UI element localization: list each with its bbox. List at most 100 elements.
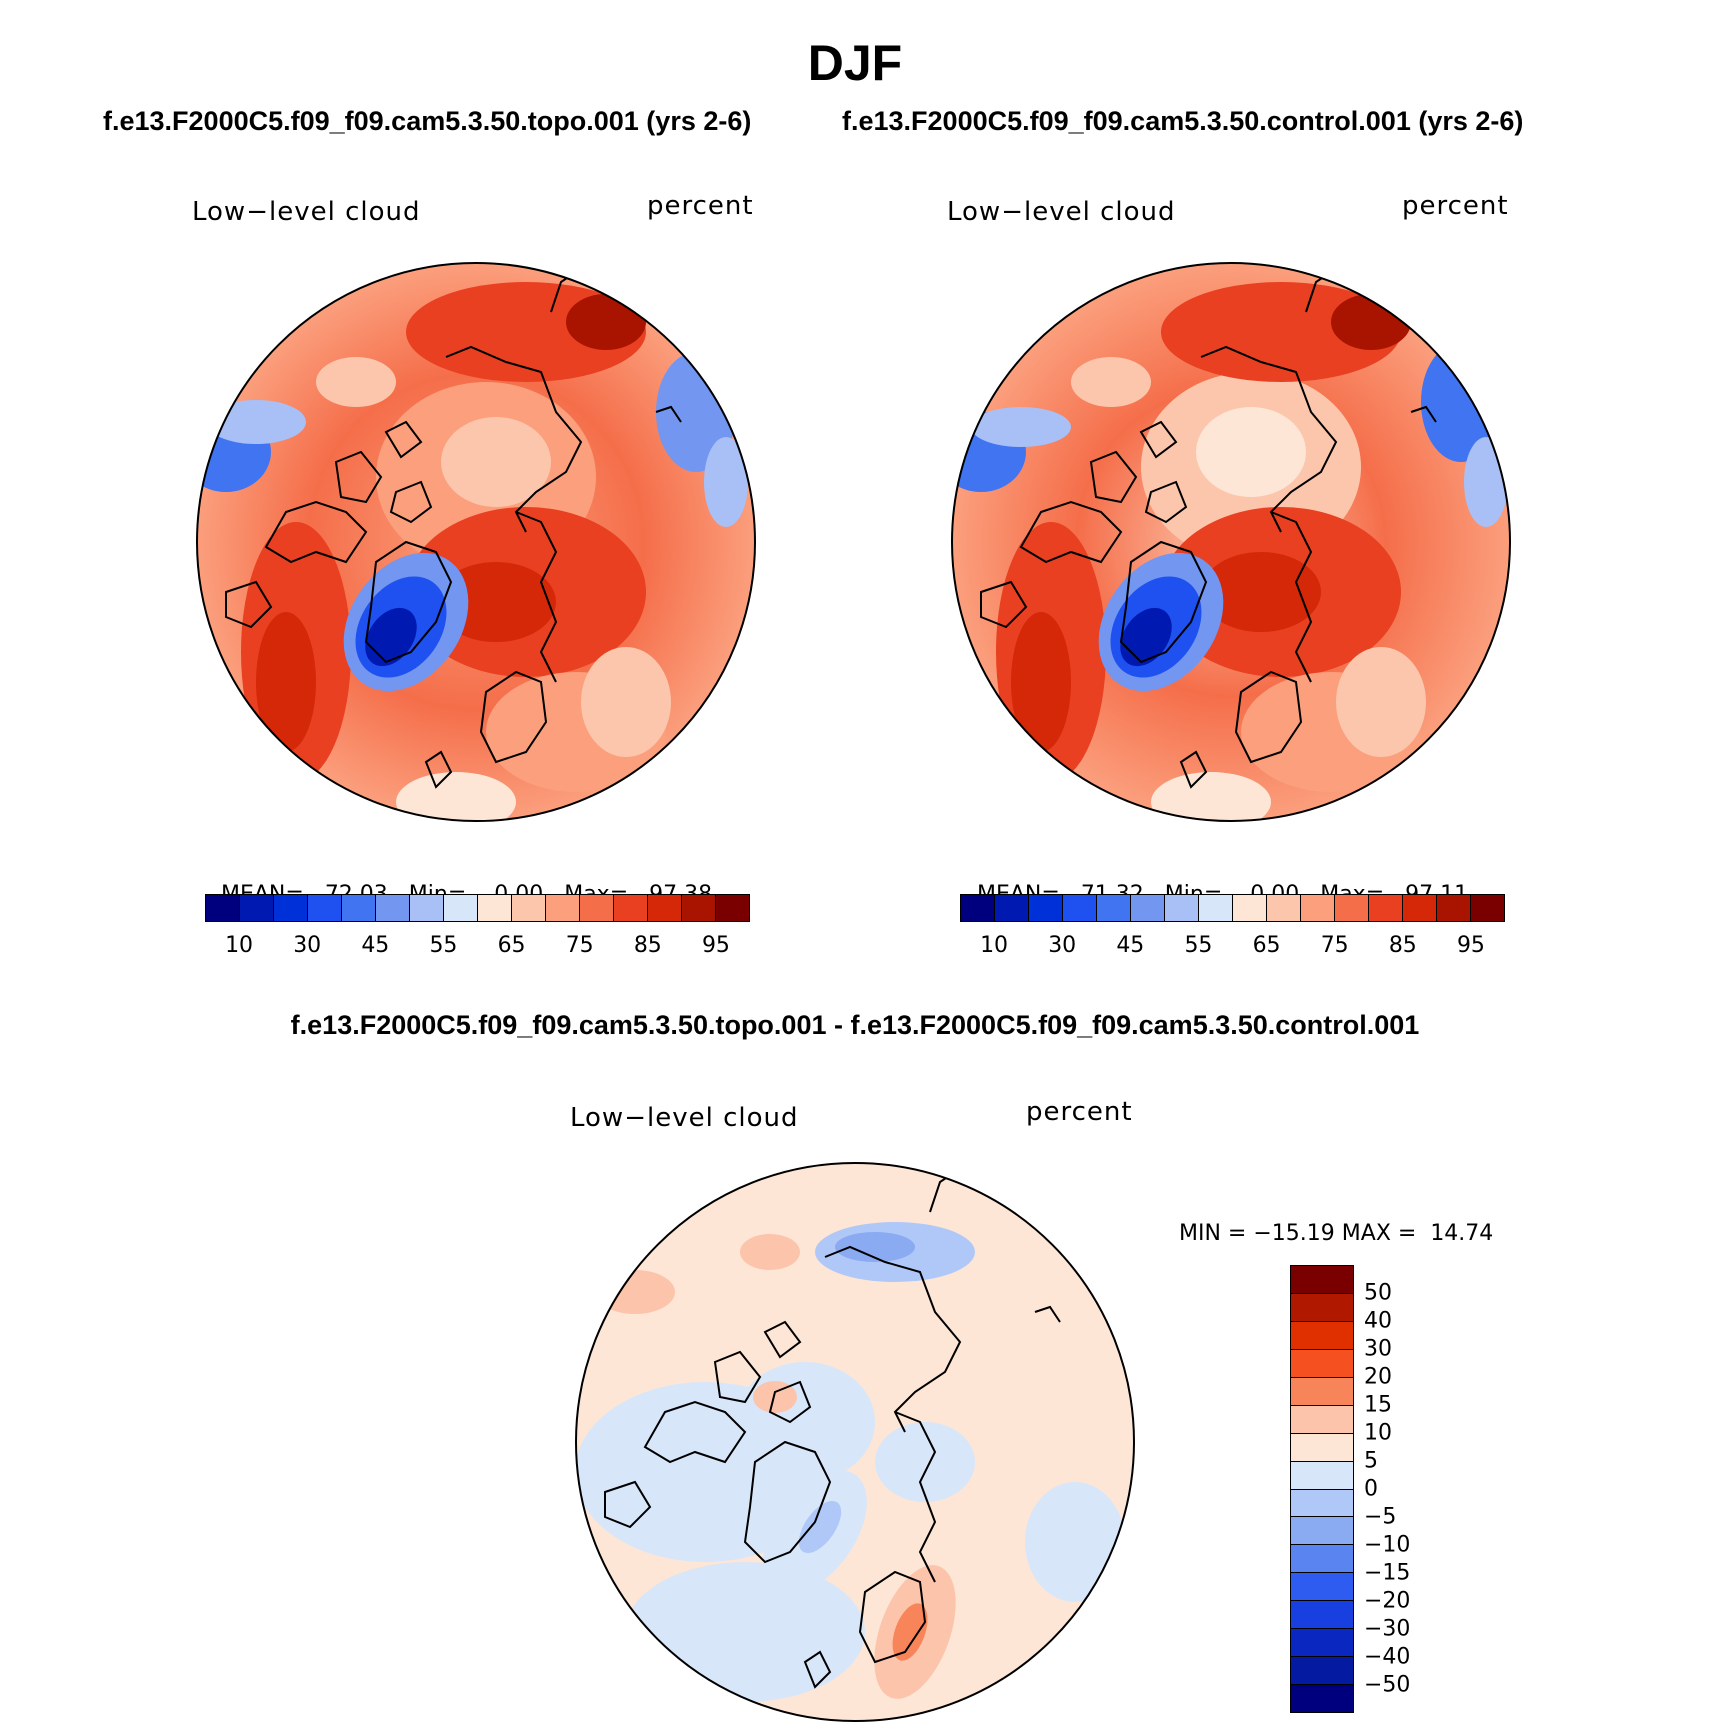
colorbar-tick-label: 95 bbox=[1456, 933, 1485, 958]
colorbar-tick-label: −5 bbox=[1364, 1504, 1397, 1530]
colorbar-tick-label: 20 bbox=[1364, 1364, 1392, 1390]
colorbar-swatch-4 bbox=[1291, 1377, 1353, 1406]
colorbar-tick-label: 85 bbox=[633, 933, 662, 958]
colorbar-swatch-5 bbox=[1131, 895, 1165, 921]
colorbar-swatch-5 bbox=[1291, 1405, 1353, 1434]
colorbar-swatch-3 bbox=[1063, 895, 1097, 921]
colorbar-topo-ticks: 10 30 45 55 65 75 85 95 bbox=[205, 933, 750, 963]
colorbar-swatch-6 bbox=[1291, 1433, 1353, 1462]
map-topo-polar bbox=[196, 262, 756, 822]
colorbar-swatch-9 bbox=[1291, 1517, 1353, 1546]
colorbar-swatch-8 bbox=[1233, 895, 1267, 921]
colorbar-swatch-15 bbox=[716, 895, 749, 921]
min-label: MIN = bbox=[1179, 1221, 1247, 1246]
colorbar-swatch-10 bbox=[1291, 1545, 1353, 1574]
colorbar-tick-label: 30 bbox=[1364, 1336, 1392, 1362]
colorbar-swatch-1 bbox=[995, 895, 1029, 921]
colorbar-tick-label: 10 bbox=[1364, 1420, 1392, 1446]
colorbar-swatch-13 bbox=[1291, 1629, 1353, 1658]
map-difference-polar bbox=[575, 1162, 1135, 1722]
difference-minmax: MIN = −15.19 MAX = 14.74 bbox=[1165, 1196, 1493, 1246]
colorbar-tick-label: 30 bbox=[1048, 933, 1077, 958]
colorbar-swatch-11 bbox=[1291, 1573, 1353, 1602]
colorbar-swatch-1 bbox=[240, 895, 274, 921]
colorbar-swatch-6 bbox=[410, 895, 444, 921]
colorbar-swatch-15 bbox=[1471, 895, 1504, 921]
colorbar-tick-label: 30 bbox=[293, 933, 322, 958]
colorbar-tick-label: 45 bbox=[361, 933, 390, 958]
difference-units-label: percent bbox=[1026, 1097, 1133, 1127]
colorbar-control-ticks: 10 30 45 55 65 75 85 95 bbox=[960, 933, 1505, 963]
colorbar-tick-label: 10 bbox=[225, 933, 254, 958]
colorbar-swatch-13 bbox=[1403, 895, 1437, 921]
colorbar-swatch-11 bbox=[1335, 895, 1369, 921]
colorbar-tick-label: −30 bbox=[1364, 1616, 1411, 1642]
colorbar-swatch-6 bbox=[1165, 895, 1199, 921]
colorbar-swatch-14 bbox=[1437, 895, 1471, 921]
colorbar-swatch-12 bbox=[1369, 895, 1403, 921]
colorbar-tick-label: 65 bbox=[497, 933, 526, 958]
colorbar-topo bbox=[205, 894, 750, 922]
colorbar-swatch-14 bbox=[682, 895, 716, 921]
main-title: DJF bbox=[807, 35, 903, 91]
max-value: 14.74 bbox=[1430, 1221, 1494, 1246]
colorbar-swatch-13 bbox=[648, 895, 682, 921]
colorbar-swatch-12 bbox=[1291, 1601, 1353, 1630]
colorbar-tick-label: 45 bbox=[1116, 933, 1145, 958]
min-value: −15.19 bbox=[1253, 1221, 1335, 1246]
colorbar-tick-label: −15 bbox=[1364, 1560, 1411, 1586]
colorbar-tick-label: −50 bbox=[1364, 1672, 1411, 1698]
colorbar-tick-label: 85 bbox=[1388, 933, 1417, 958]
colorbar-tick-label: 65 bbox=[1252, 933, 1281, 958]
colorbar-swatch-12 bbox=[614, 895, 648, 921]
colorbar-swatch-11 bbox=[580, 895, 614, 921]
colorbar-tick-label: 75 bbox=[565, 933, 594, 958]
colorbar-swatch-7 bbox=[444, 895, 478, 921]
colorbar-tick-label: 75 bbox=[1320, 933, 1349, 958]
colorbar-tick-label: −40 bbox=[1364, 1644, 1411, 1670]
colorbar-swatch-7 bbox=[1291, 1461, 1353, 1490]
difference-variable-label: Low−level cloud bbox=[570, 1103, 799, 1133]
colorbar-difference-ticks: 50 40 30 20 15 10 5 0 −5 −10 −15 −20 −30 −40 −50 bbox=[1364, 1265, 1444, 1713]
panel-control-subtitle: f.e13.F2000C5.f09_f09.cam5.3.50.control.… bbox=[842, 106, 1524, 136]
colorbar-tick-label: 5 bbox=[1364, 1448, 1378, 1474]
colorbar-swatch-0 bbox=[206, 895, 240, 921]
colorbar-swatch-10 bbox=[1301, 895, 1335, 921]
colorbar-swatch-0 bbox=[1291, 1266, 1353, 1294]
difference-subtitle: f.e13.F2000C5.f09_f09.cam5.3.50.topo.001… bbox=[290, 1010, 1420, 1040]
colorbar-tick-label: 55 bbox=[429, 933, 458, 958]
colorbar-tick-label: 0 bbox=[1364, 1476, 1378, 1502]
max-label: MAX = bbox=[1341, 1221, 1417, 1246]
panel-control-variable-label: Low−level cloud bbox=[947, 197, 1176, 227]
colorbar-tick-label: 55 bbox=[1184, 933, 1213, 958]
panel-topo-variable-label: Low−level cloud bbox=[192, 197, 421, 227]
colorbar-swatch-2 bbox=[274, 895, 308, 921]
colorbar-swatch-5 bbox=[376, 895, 410, 921]
colorbar-tick-label: 95 bbox=[701, 933, 730, 958]
colorbar-tick-label: 50 bbox=[1364, 1280, 1392, 1306]
panel-topo-subtitle: f.e13.F2000C5.f09_f09.cam5.3.50.topo.001… bbox=[103, 106, 752, 136]
colorbar-swatch-3 bbox=[308, 895, 342, 921]
colorbar-tick-label: −10 bbox=[1364, 1532, 1411, 1558]
colorbar-swatch-3 bbox=[1291, 1349, 1353, 1378]
panel-control-units-label: percent bbox=[1402, 191, 1509, 221]
colorbar-tick-label: 10 bbox=[980, 933, 1009, 958]
colorbar-swatch-2 bbox=[1291, 1321, 1353, 1350]
colorbar-swatch-8 bbox=[478, 895, 512, 921]
colorbar-swatch-9 bbox=[1267, 895, 1301, 921]
colorbar-swatch-2 bbox=[1029, 895, 1063, 921]
colorbar-tick-label: −20 bbox=[1364, 1588, 1411, 1614]
colorbar-swatch-10 bbox=[546, 895, 580, 921]
colorbar-swatch-1 bbox=[1291, 1293, 1353, 1322]
colorbar-swatch-8 bbox=[1291, 1489, 1353, 1518]
colorbar-tick-label: 15 bbox=[1364, 1392, 1392, 1418]
colorbar-swatch-7 bbox=[1199, 895, 1233, 921]
colorbar-swatch-4 bbox=[342, 895, 376, 921]
colorbar-swatch-4 bbox=[1097, 895, 1131, 921]
map-control-polar bbox=[951, 262, 1511, 822]
colorbar-tick-label: 40 bbox=[1364, 1308, 1392, 1334]
colorbar-difference bbox=[1290, 1265, 1354, 1713]
colorbar-swatch-9 bbox=[512, 895, 546, 921]
panel-topo-units-label: percent bbox=[647, 191, 754, 221]
colorbar-swatch-0 bbox=[961, 895, 995, 921]
